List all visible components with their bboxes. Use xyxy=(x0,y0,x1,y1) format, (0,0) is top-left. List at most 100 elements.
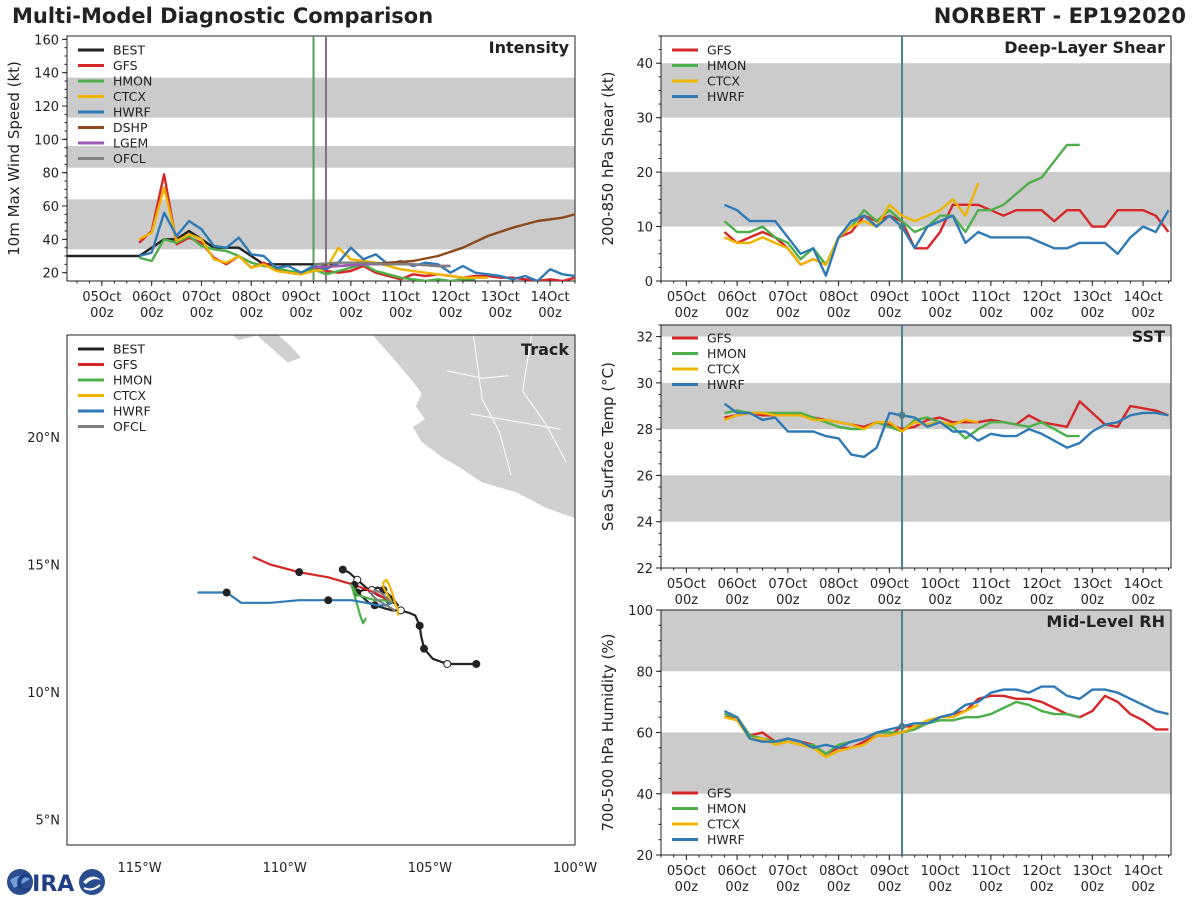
intensity-ytick-label: 160 xyxy=(34,33,59,48)
cira-logo: CIRA xyxy=(4,866,106,898)
rh-xtick-label: 05Oct xyxy=(667,864,706,879)
rh-panel: 20 40 60 80 100 700-500 hPa Humidity (%) Mid-L… xyxy=(599,604,1172,895)
shear-ytick-label: 40 xyxy=(636,57,653,72)
sst-series-group xyxy=(723,400,1169,459)
intensity-ylabel: 10m Max Wind Speed (kt) xyxy=(5,61,23,256)
intensity-frame xyxy=(66,35,576,282)
rh-xtick-sub: 00z xyxy=(1081,880,1105,895)
intensity-xtick-label: 08Oct xyxy=(232,290,271,305)
intensity-legend-label-best: BEST xyxy=(113,43,145,58)
track-land-1 xyxy=(254,335,303,364)
intensity-series-ctcx xyxy=(138,186,488,279)
rh-band-0 xyxy=(661,732,1171,794)
sst-xtick-label: 10Oct xyxy=(921,577,960,592)
shear-xtick-label: 11Oct xyxy=(971,290,1010,305)
shear-series-hwrf xyxy=(723,203,1170,277)
intensity-series-ofcl xyxy=(313,261,451,268)
sst-xtick-label: 08Oct xyxy=(819,577,858,592)
intensity-panel: 20 40 60 80 100 120 140 160 10m Max Wind Speed (… xyxy=(5,33,576,321)
shear-xtick-label: 09Oct xyxy=(870,290,909,305)
rh-xtick-label: 12Oct xyxy=(1022,864,1061,879)
rh-xtick-sub: 00z xyxy=(1030,880,1054,895)
shear-xtick-label: 14Oct xyxy=(1124,290,1163,305)
intensity-ytick-label: 60 xyxy=(42,200,59,215)
rh-xtick-sub: 00z xyxy=(827,880,851,895)
track-legend-label-best: BEST xyxy=(113,342,145,357)
rh-xtick-sub: 00z xyxy=(1131,880,1155,895)
track-point-best xyxy=(472,659,481,668)
sst-xtick-sub: 00z xyxy=(1030,593,1054,608)
intensity-xtick-sub: 00z xyxy=(140,306,164,321)
intensity-legend-label-lgem: LGEM xyxy=(113,136,148,151)
intensity-xtick-label: 09Oct xyxy=(282,290,321,305)
intensity-xtick-sub: 00z xyxy=(190,306,214,321)
rh-ytick-label: 20 xyxy=(636,849,653,864)
intensity-band-1 xyxy=(67,146,575,168)
intensity-xtick-label: 10Oct xyxy=(331,290,370,305)
track-legend-label-gfs: GFS xyxy=(113,357,138,372)
track-land-island xyxy=(232,335,259,341)
shear-xtick-sub: 00z xyxy=(827,306,851,321)
rh-legend-label-ctcx: CTCX xyxy=(707,817,740,832)
rh-xtick-sub: 00z xyxy=(878,880,902,895)
intensity-xtick-sub: 00z xyxy=(339,306,363,321)
rh-time-marker xyxy=(898,722,906,730)
shear-xtick-sub: 00z xyxy=(928,306,952,321)
intensity-xtick-label: 05Oct xyxy=(82,290,121,305)
track-point-hwrf xyxy=(222,588,231,597)
sst-legend-label-ctcx: CTCX xyxy=(707,362,740,377)
sst-ytick-label: 22 xyxy=(636,562,653,577)
shear-xtick-label: 05Oct xyxy=(667,290,706,305)
sst-xtick-label: 05Oct xyxy=(667,577,706,592)
rh-xtick-sub: 00z xyxy=(979,880,1003,895)
sst-ylabel: Sea Surface Temp (°C) xyxy=(599,362,617,531)
rh-xtick-label: 13Oct xyxy=(1073,864,1112,879)
rh-series-hwrf xyxy=(723,685,1169,749)
rh-legend-label-gfs: GFS xyxy=(707,786,732,801)
shear-xtick-label: 07Oct xyxy=(768,290,807,305)
shear-xtick-sub: 00z xyxy=(675,306,699,321)
track-border-0 xyxy=(472,335,512,476)
sst-ytick-label: 26 xyxy=(636,469,653,484)
page-title: Multi-Model Diagnostic Comparison xyxy=(12,4,434,28)
sst-xtick-label: 13Oct xyxy=(1073,577,1112,592)
sst-xtick-label: 11Oct xyxy=(971,577,1010,592)
shear-xtick-sub: 00z xyxy=(878,306,902,321)
track-title: Track xyxy=(521,340,569,359)
track-ytick-label: 10°N xyxy=(27,686,60,701)
intensity-ytick-label: 120 xyxy=(34,100,59,115)
sst-time-marker xyxy=(898,411,906,419)
shear-band-0 xyxy=(661,172,1171,227)
sst-legend-label-gfs: GFS xyxy=(707,331,732,346)
shear-ylabel: 200-850 hPa Shear (kt) xyxy=(599,72,617,246)
rh-xtick-sub: 00z xyxy=(928,880,952,895)
track-point-best xyxy=(415,621,424,630)
sst-xtick-sub: 00z xyxy=(928,593,952,608)
intensity-xtick-label: 06Oct xyxy=(132,290,171,305)
track-point-best xyxy=(420,644,429,653)
track-legend-label-ofcl: OFCL xyxy=(113,419,146,434)
shear-band-1 xyxy=(661,63,1171,118)
intensity-xtick-sub: 00z xyxy=(289,306,313,321)
rh-xtick-sub: 00z xyxy=(776,880,800,895)
intensity-ytick-label: 100 xyxy=(34,133,59,148)
track-ytick-label: 15°N xyxy=(27,559,60,574)
track-ytick-label: 5°N xyxy=(36,814,61,829)
track-ytick-label: 20°N xyxy=(27,431,60,446)
intensity-xtick-sub: 00z xyxy=(389,306,413,321)
intensity-xtick-label: 11Oct xyxy=(381,290,420,305)
shear-legend-label-hwrf: HWRF xyxy=(707,89,745,104)
intensity-band-0 xyxy=(67,199,575,250)
sst-band-0 xyxy=(661,475,1171,522)
sst-band-2 xyxy=(661,325,1171,337)
sst-title: SST xyxy=(1132,327,1165,346)
track-xtick-label: 115°W xyxy=(117,861,161,876)
sst-xtick-sub: 00z xyxy=(725,593,749,608)
intensity-xtick-sub: 00z xyxy=(240,306,264,321)
rh-xtick-sub: 00z xyxy=(675,880,699,895)
rh-xtick-label: 11Oct xyxy=(971,864,1010,879)
rh-xtick-label: 10Oct xyxy=(921,864,960,879)
shear-legend-label-gfs: GFS xyxy=(707,43,732,58)
track-legend-label-ctcx: CTCX xyxy=(113,388,146,403)
